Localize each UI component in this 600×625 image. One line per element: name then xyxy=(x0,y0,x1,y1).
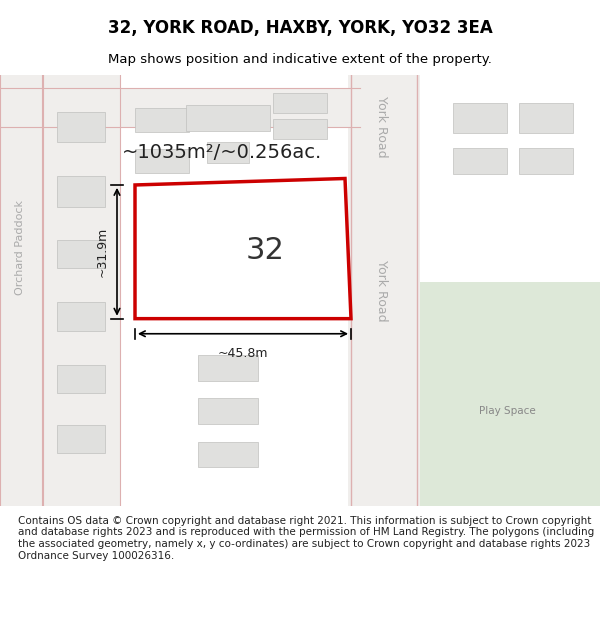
Bar xyxy=(519,148,573,174)
Bar xyxy=(273,119,327,139)
Bar xyxy=(198,441,258,468)
Bar xyxy=(57,176,105,206)
Polygon shape xyxy=(0,88,360,127)
Bar xyxy=(186,105,270,131)
Bar xyxy=(207,202,249,224)
Bar xyxy=(261,202,303,224)
Text: Map shows position and indicative extent of the property.: Map shows position and indicative extent… xyxy=(108,52,492,66)
Text: 32, YORK ROAD, HAXBY, YORK, YO32 3EA: 32, YORK ROAD, HAXBY, YORK, YO32 3EA xyxy=(107,19,493,37)
Bar xyxy=(519,103,573,133)
Polygon shape xyxy=(135,179,351,319)
Polygon shape xyxy=(0,66,42,515)
Bar xyxy=(57,112,105,142)
Bar xyxy=(207,142,249,163)
Bar xyxy=(135,149,189,173)
Text: ~31.9m: ~31.9m xyxy=(95,227,109,277)
Bar xyxy=(135,191,189,214)
Text: ~1035m²/~0.256ac.: ~1035m²/~0.256ac. xyxy=(122,143,322,162)
Bar xyxy=(261,261,303,278)
Bar xyxy=(135,108,189,132)
Bar xyxy=(198,399,258,424)
Bar xyxy=(453,148,507,174)
Bar xyxy=(57,240,105,268)
Bar xyxy=(57,365,105,393)
Bar xyxy=(198,355,258,381)
Text: York Road: York Road xyxy=(374,260,388,321)
Bar xyxy=(57,426,105,453)
Polygon shape xyxy=(348,66,420,515)
Bar xyxy=(273,93,327,112)
Text: Play Space: Play Space xyxy=(479,406,535,416)
Text: York Road: York Road xyxy=(374,96,388,158)
Bar xyxy=(453,103,507,133)
Text: 32: 32 xyxy=(246,236,285,265)
Text: Contains OS data © Crown copyright and database right 2021. This information is : Contains OS data © Crown copyright and d… xyxy=(18,516,594,561)
Text: Orchard Paddock: Orchard Paddock xyxy=(16,200,25,295)
Text: ~45.8m: ~45.8m xyxy=(218,347,268,359)
Bar xyxy=(57,302,105,331)
Polygon shape xyxy=(42,66,120,515)
Bar xyxy=(207,261,249,278)
Polygon shape xyxy=(420,282,600,506)
